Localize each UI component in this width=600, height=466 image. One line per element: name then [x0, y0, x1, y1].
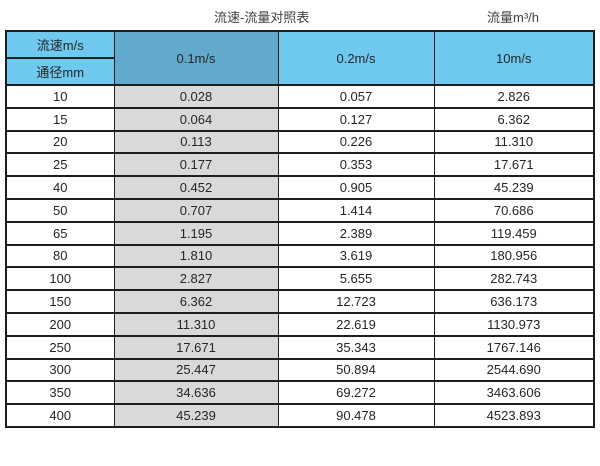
- value-cell-0-1ms: 34.636: [113, 380, 279, 406]
- diameter-cell: 40: [5, 175, 115, 200]
- value-cell-10ms: 119.459: [433, 220, 595, 246]
- value-cell-10ms: 70.686: [433, 197, 595, 223]
- value-cell-10ms: 282.743: [433, 266, 595, 292]
- corner-cell-velocity: 流速m/s: [5, 30, 115, 59]
- diameter-cell: 350: [5, 380, 115, 406]
- table-row: 65 1.195 2.389 119.459: [5, 220, 595, 246]
- corner-cell-diameter: 通径mm: [5, 57, 115, 86]
- value-cell-10ms: 2544.690: [433, 357, 595, 383]
- caption-row: 流速-流量对照表 流量m³/h: [0, 0, 600, 30]
- diameter-cell: 80: [5, 243, 115, 269]
- column-header-0-1ms: 0.1m/s: [113, 30, 279, 86]
- value-cell-0-2ms: 22.619: [277, 311, 435, 337]
- diameter-cell: 100: [5, 266, 115, 292]
- value-cell-10ms: 1767.146: [433, 334, 595, 360]
- diameter-cell: 20: [5, 129, 115, 155]
- table-row: 40 0.452 0.905 45.239: [5, 175, 595, 200]
- table-row: 300 25.447 50.894 2544.690: [5, 357, 595, 383]
- value-cell-0-1ms: 0.177: [113, 152, 279, 178]
- column-header-10ms: 10m/s: [433, 30, 595, 86]
- value-cell-10ms: 1130.973: [433, 311, 595, 337]
- diameter-cell: 400: [5, 403, 115, 428]
- value-cell-0-2ms: 2.389: [277, 220, 435, 246]
- value-cell-10ms: 3463.606: [433, 380, 595, 406]
- value-cell-10ms: 2.826: [433, 84, 595, 109]
- table-title: 流速-流量对照表: [214, 10, 310, 25]
- diameter-cell: 10: [5, 84, 115, 109]
- table-row: 200 11.310 22.619 1130.973: [5, 311, 595, 337]
- table-row: 25 0.177 0.353 17.671: [5, 152, 595, 178]
- value-cell-0-2ms: 69.272: [277, 380, 435, 406]
- table-row: 100 2.827 5.655 282.743: [5, 266, 595, 292]
- value-cell-0-2ms: 3.619: [277, 243, 435, 269]
- diameter-cell: 15: [5, 106, 115, 132]
- diameter-cell: 150: [5, 289, 115, 314]
- table-row: 10 0.028 0.057 2.826: [5, 84, 595, 109]
- table-row: 20 0.113 0.226 11.310: [5, 129, 595, 155]
- value-cell-10ms: 4523.893: [433, 403, 595, 428]
- value-cell-0-2ms: 90.478: [277, 403, 435, 428]
- value-cell-0-2ms: 0.127: [277, 106, 435, 132]
- diameter-cell: 25: [5, 152, 115, 178]
- value-cell-0-1ms: 17.671: [113, 334, 279, 360]
- value-cell-0-1ms: 45.239: [113, 403, 279, 428]
- value-cell-10ms: 17.671: [433, 152, 595, 178]
- value-cell-0-2ms: 35.343: [277, 334, 435, 360]
- table-row: 250 17.671 35.343 1767.146: [5, 334, 595, 360]
- diameter-cell: 300: [5, 357, 115, 383]
- diameter-cell: 50: [5, 197, 115, 223]
- value-cell-0-2ms: 0.226: [277, 129, 435, 155]
- table-header: 流速m/s 0.1m/s 0.2m/s 10m/s 通径mm: [5, 30, 595, 86]
- value-cell-0-2ms: 12.723: [277, 289, 435, 314]
- table-row: 400 45.239 90.478 4523.893: [5, 403, 595, 428]
- value-cell-0-1ms: 0.064: [113, 106, 279, 132]
- value-cell-0-1ms: 6.362: [113, 289, 279, 314]
- value-cell-0-1ms: 0.028: [113, 84, 279, 109]
- flow-unit-label: 流量m³/h: [487, 10, 540, 25]
- diameter-cell: 65: [5, 220, 115, 246]
- value-cell-0-2ms: 0.353: [277, 152, 435, 178]
- value-cell-0-2ms: 1.414: [277, 197, 435, 223]
- value-cell-0-1ms: 1.195: [113, 220, 279, 246]
- value-cell-0-2ms: 0.905: [277, 175, 435, 200]
- value-cell-10ms: 180.956: [433, 243, 595, 269]
- flow-rate-table: 流速m/s 0.1m/s 0.2m/s 10m/s 通径mm 10 0.028 …: [5, 30, 595, 428]
- table-row: 150 6.362 12.723 636.173: [5, 289, 595, 314]
- diameter-cell: 200: [5, 311, 115, 337]
- diameter-cell: 250: [5, 334, 115, 360]
- table-row: 80 1.810 3.619 180.956: [5, 243, 595, 269]
- value-cell-0-2ms: 50.894: [277, 357, 435, 383]
- value-cell-10ms: 11.310: [433, 129, 595, 155]
- value-cell-0-1ms: 0.452: [113, 175, 279, 200]
- value-cell-0-2ms: 5.655: [277, 266, 435, 292]
- header-row-bottom: 通径mm: [5, 57, 594, 86]
- value-cell-0-1ms: 2.827: [113, 266, 279, 292]
- value-cell-10ms: 6.362: [433, 106, 595, 132]
- table-row: 15 0.064 0.127 6.362: [5, 106, 595, 132]
- header-row-top: 流速m/s 0.1m/s 0.2m/s 10m/s: [5, 30, 595, 86]
- value-cell-0-1ms: 0.113: [113, 129, 279, 155]
- value-cell-0-1ms: 11.310: [113, 311, 279, 337]
- value-cell-0-1ms: 1.810: [113, 243, 279, 269]
- value-cell-10ms: 45.239: [433, 175, 595, 200]
- column-header-0-2ms: 0.2m/s: [277, 30, 435, 86]
- table-body: 10 0.028 0.057 2.826 15 0.064 0.127 6.36…: [5, 84, 595, 428]
- value-cell-10ms: 636.173: [433, 289, 595, 314]
- table-row: 50 0.707 1.414 70.686: [5, 197, 595, 223]
- value-cell-0-2ms: 0.057: [277, 84, 435, 109]
- table-row: 350 34.636 69.272 3463.606: [5, 380, 595, 406]
- value-cell-0-1ms: 25.447: [113, 357, 279, 383]
- value-cell-0-1ms: 0.707: [113, 197, 279, 223]
